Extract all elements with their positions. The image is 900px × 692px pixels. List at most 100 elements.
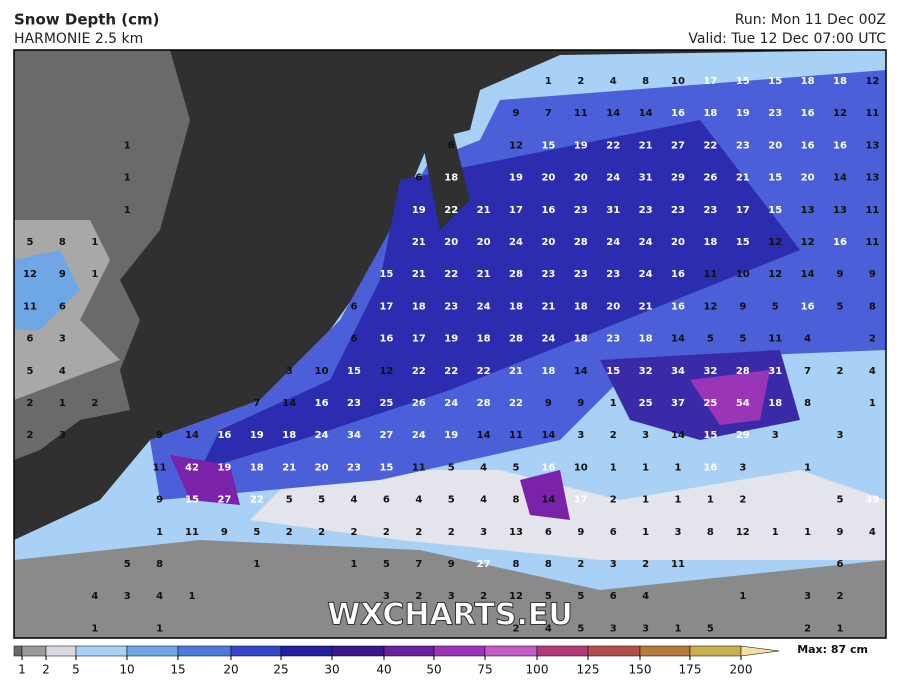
- value-label: 18: [412, 301, 426, 312]
- value-label: 6: [837, 559, 844, 570]
- value-label: 18: [282, 430, 296, 441]
- value-label: 15: [736, 237, 750, 248]
- value-label: 18: [574, 334, 588, 345]
- value-label: 3: [739, 462, 746, 473]
- value-label: 3: [448, 591, 455, 602]
- value-label: 14: [185, 430, 199, 441]
- colorbar-label: 50: [426, 663, 441, 677]
- value-label: 13: [833, 205, 847, 216]
- value-label: 15: [541, 140, 555, 151]
- value-label: 22: [412, 366, 426, 377]
- value-label: 1: [124, 140, 131, 151]
- value-label: 1: [869, 398, 876, 409]
- value-label: 1: [124, 205, 131, 216]
- value-label: 18: [703, 108, 717, 119]
- value-label: 2: [869, 334, 876, 345]
- value-label: 1: [642, 527, 649, 538]
- colorbar-bin: [126, 645, 179, 657]
- value-label: 20: [801, 173, 815, 184]
- value-label: 11: [412, 462, 426, 473]
- value-label: 1: [837, 623, 844, 634]
- value-label: 5: [707, 334, 714, 345]
- value-label: 8: [59, 237, 66, 248]
- value-label: 5: [27, 237, 34, 248]
- colorbar-label: 75: [477, 663, 492, 677]
- value-label: 1: [189, 591, 196, 602]
- colorbar-label: 40: [376, 663, 391, 677]
- value-label: 15: [768, 205, 782, 216]
- value-label: 19: [736, 108, 750, 119]
- value-label: 9: [577, 527, 584, 538]
- value-label: 20: [574, 173, 588, 184]
- value-label: 9: [59, 269, 66, 280]
- value-label: 24: [639, 237, 653, 248]
- value-label: 5: [545, 591, 552, 602]
- colorbar-bin: [75, 645, 128, 657]
- value-label: 2: [739, 495, 746, 506]
- value-label: 23: [574, 205, 588, 216]
- value-label: 11: [768, 334, 782, 345]
- value-label: 22: [444, 269, 458, 280]
- value-label: 5: [318, 495, 325, 506]
- value-label: 4: [59, 366, 66, 377]
- value-label: 32: [639, 366, 653, 377]
- value-label: 1: [156, 527, 163, 538]
- value-label: 3: [772, 430, 779, 441]
- value-label: 5: [577, 591, 584, 602]
- colorbar-label: 125: [577, 663, 600, 677]
- value-label: 16: [833, 140, 847, 151]
- value-label: 21: [477, 269, 491, 280]
- value-label: 1: [707, 495, 714, 506]
- value-label: 26: [412, 398, 426, 409]
- value-label: 15: [768, 76, 782, 87]
- value-label: 6: [27, 334, 34, 345]
- value-label: 23: [606, 334, 620, 345]
- value-label: 8: [642, 76, 649, 87]
- value-label: 1: [675, 462, 682, 473]
- value-label: 16: [833, 237, 847, 248]
- value-label: 17: [412, 334, 426, 345]
- colorbar-label: 100: [526, 663, 549, 677]
- value-label: 5: [739, 334, 746, 345]
- value-label: 23: [671, 205, 685, 216]
- value-label: 12: [865, 76, 879, 87]
- value-label: 19: [217, 462, 231, 473]
- value-label: 23: [768, 108, 782, 119]
- value-label: 14: [671, 430, 685, 441]
- value-label: 1: [59, 398, 66, 409]
- value-label: 19: [250, 430, 264, 441]
- value-label: 3: [642, 430, 649, 441]
- value-label: 19: [444, 430, 458, 441]
- value-label: 9: [577, 398, 584, 409]
- value-label: 8: [869, 301, 876, 312]
- value-label: 28: [509, 334, 523, 345]
- value-label: 16: [801, 301, 815, 312]
- value-label: 3: [610, 559, 617, 570]
- colorbar-bin: [536, 645, 589, 657]
- value-label: 1: [91, 269, 98, 280]
- value-label: 16: [801, 140, 815, 151]
- value-label: 2: [480, 591, 487, 602]
- value-label: 42: [185, 462, 199, 473]
- value-label: 27: [217, 495, 231, 506]
- value-label: 5: [286, 495, 293, 506]
- value-label: 5: [124, 559, 131, 570]
- value-label: 11: [574, 108, 588, 119]
- value-label: 1: [351, 559, 358, 570]
- value-label: 24: [639, 269, 653, 280]
- value-label: 37: [671, 398, 685, 409]
- value-label: 6: [448, 140, 455, 151]
- value-label: 28: [477, 398, 491, 409]
- value-label: 9: [545, 398, 552, 409]
- value-label: 12: [833, 108, 847, 119]
- value-label: 34: [671, 366, 685, 377]
- value-label: 2: [837, 366, 844, 377]
- value-label: 11: [865, 237, 879, 248]
- value-label: 5: [448, 462, 455, 473]
- value-label: 16: [541, 462, 555, 473]
- value-label: 25: [639, 398, 653, 409]
- value-label: 25: [379, 398, 393, 409]
- value-label: 20: [768, 140, 782, 151]
- value-label: 5: [577, 623, 584, 634]
- value-label: 34: [347, 430, 361, 441]
